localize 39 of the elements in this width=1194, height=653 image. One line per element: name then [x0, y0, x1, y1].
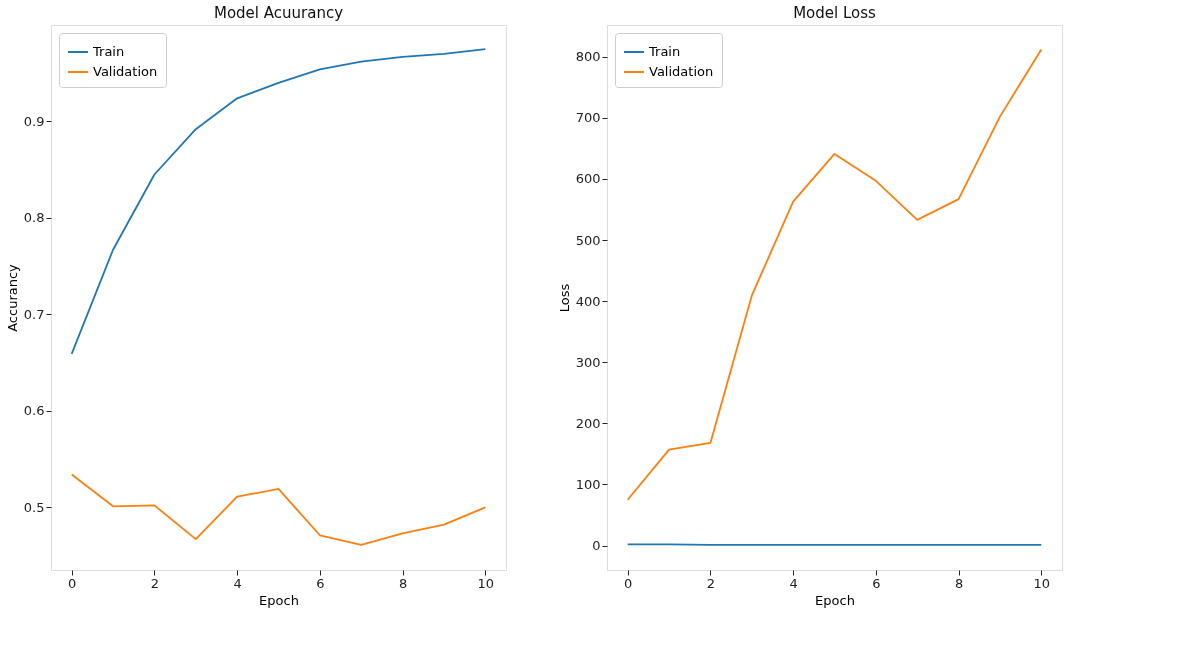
y-tick-label: 300 [575, 354, 601, 370]
x-tick-label: 8 [398, 575, 408, 591]
y-axis-title: Accurancy [4, 263, 20, 332]
x-tick-label: 10 [477, 575, 495, 591]
line-series [70, 48, 487, 355]
y-tick-label: 0.5 [23, 499, 45, 515]
y-axis-title: Loss [556, 283, 572, 313]
chart-title: Model Loss [793, 4, 877, 22]
y-tick-label: 0 [592, 538, 601, 554]
x-tick-label: 0 [68, 575, 77, 591]
x-tick-label: 0 [624, 575, 633, 591]
y-tick-label: 0.9 [23, 113, 45, 129]
y-tick-label: 200 [575, 415, 601, 431]
x-tick-label: 2 [150, 575, 160, 591]
x-tick-label: 6 [872, 575, 881, 591]
x-tick-label: 4 [233, 575, 242, 591]
x-axis-title: Epoch [259, 592, 299, 608]
line-series [70, 473, 487, 546]
x-tick-label: 8 [954, 575, 964, 591]
y-tick-label: 800 [575, 49, 601, 65]
y-tick-label: 700 [575, 110, 601, 126]
chart-title: Model Acuurancy [213, 4, 344, 22]
y-tick-label: 500 [575, 232, 601, 248]
x-tick-label: 2 [706, 575, 716, 591]
y-tick-label: 0.8 [23, 210, 45, 226]
x-axis-title: Epoch [815, 592, 855, 608]
x-tick-label: 6 [316, 575, 325, 591]
x-tick-label: 4 [789, 575, 798, 591]
legend-label: Train [92, 44, 125, 59]
y-tick-label: 0.7 [23, 306, 45, 322]
y-tick-label: 100 [575, 476, 601, 492]
legend-label: Train [648, 44, 681, 59]
y-tick-label: 600 [575, 171, 601, 187]
legend-label: Validation [93, 64, 158, 79]
y-tick-label: 400 [575, 293, 601, 309]
legend-label: Validation [649, 64, 714, 79]
y-tick-label: 0.6 [23, 403, 45, 419]
line-series [626, 48, 1043, 501]
x-tick-label: 10 [1033, 575, 1051, 591]
